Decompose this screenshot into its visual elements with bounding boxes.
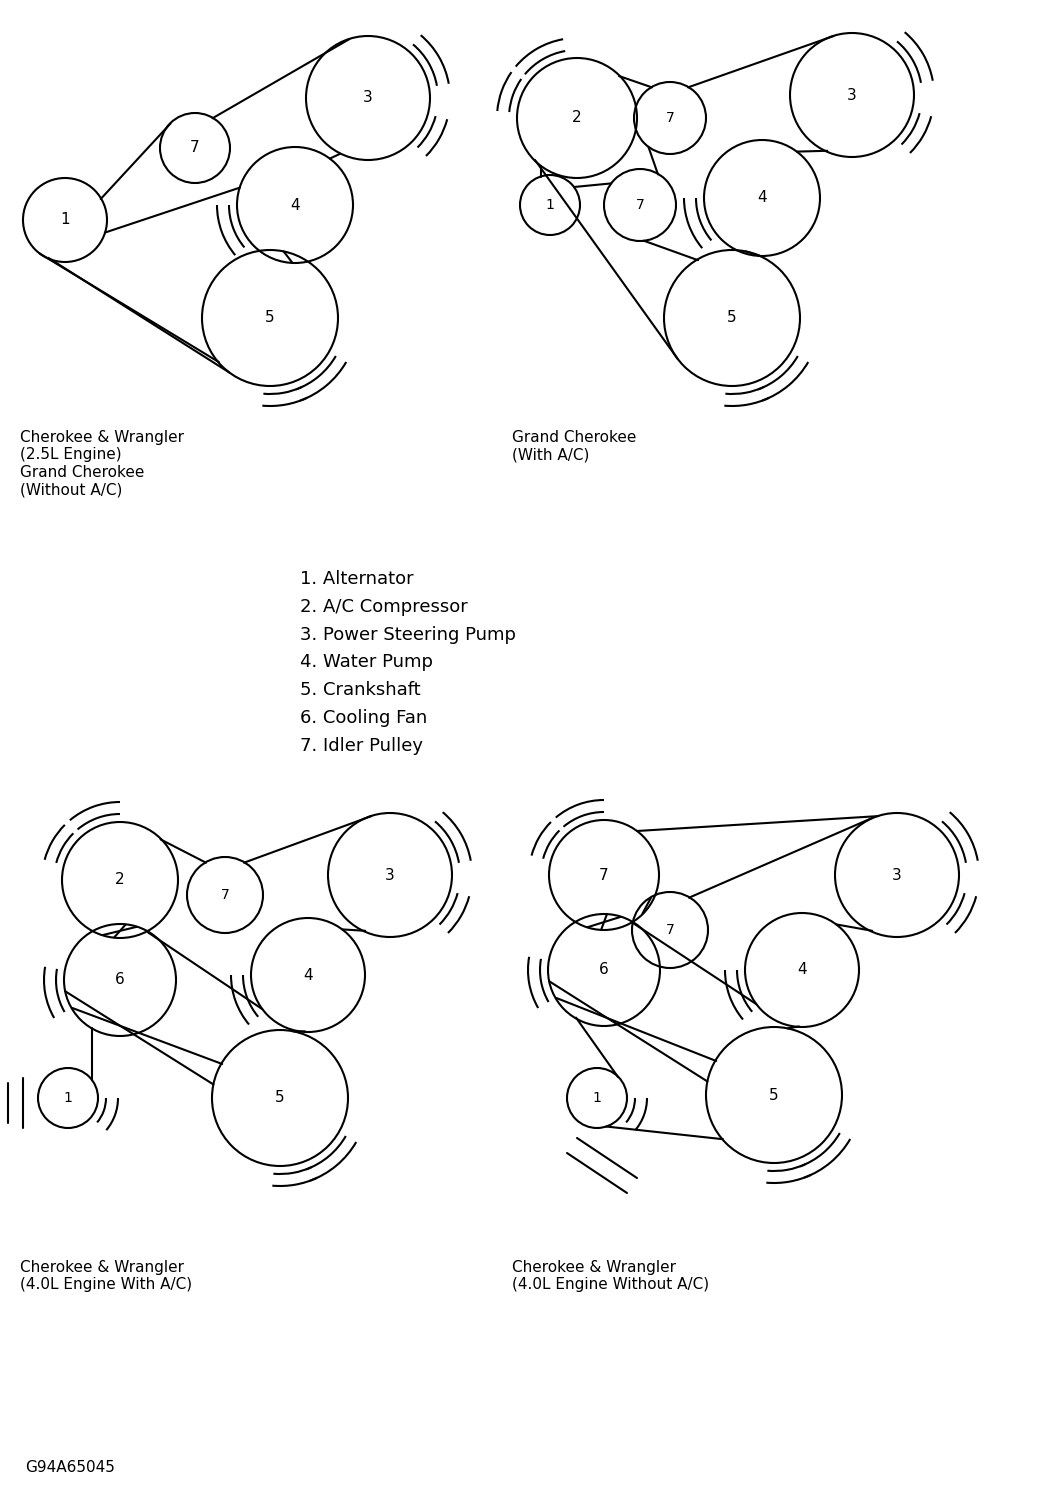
Text: 6: 6	[115, 973, 125, 988]
Text: 1: 1	[61, 212, 70, 227]
Text: Grand Cherokee
(With A/C): Grand Cherokee (With A/C)	[512, 430, 637, 463]
Text: 5: 5	[265, 311, 275, 326]
Text: 2: 2	[115, 872, 125, 887]
Text: 4: 4	[757, 191, 766, 206]
Text: 7: 7	[220, 887, 230, 902]
Text: 5: 5	[769, 1088, 779, 1103]
Text: 3: 3	[893, 868, 902, 883]
Text: 7: 7	[666, 923, 674, 937]
Text: 1: 1	[593, 1091, 601, 1106]
Text: 7: 7	[599, 868, 609, 883]
Text: 4: 4	[290, 197, 300, 212]
Text: 1. Alternator
2. A/C Compressor
3. Power Steering Pump
4. Water Pump
5. Cranksha: 1. Alternator 2. A/C Compressor 3. Power…	[300, 571, 516, 754]
Text: 7: 7	[190, 140, 199, 155]
Text: Cherokee & Wrangler
(2.5L Engine)
Grand Cherokee
(Without A/C): Cherokee & Wrangler (2.5L Engine) Grand …	[20, 430, 184, 498]
Text: Cherokee & Wrangler
(4.0L Engine Without A/C): Cherokee & Wrangler (4.0L Engine Without…	[512, 1259, 709, 1292]
Text: 3: 3	[363, 91, 373, 106]
Text: 7: 7	[636, 199, 644, 212]
Text: G94A65045: G94A65045	[25, 1460, 115, 1475]
Text: 3: 3	[847, 88, 857, 103]
Text: 5: 5	[276, 1091, 285, 1106]
Text: 2: 2	[572, 111, 582, 125]
Text: Cherokee & Wrangler
(4.0L Engine With A/C): Cherokee & Wrangler (4.0L Engine With A/…	[20, 1259, 192, 1292]
Text: 6: 6	[599, 962, 609, 977]
Text: 1: 1	[546, 199, 554, 212]
Text: 5: 5	[728, 311, 737, 326]
Text: 7: 7	[666, 111, 674, 125]
Text: 4: 4	[303, 968, 313, 983]
Text: 4: 4	[798, 962, 807, 977]
Text: 1: 1	[64, 1091, 72, 1106]
Text: 3: 3	[385, 868, 395, 883]
